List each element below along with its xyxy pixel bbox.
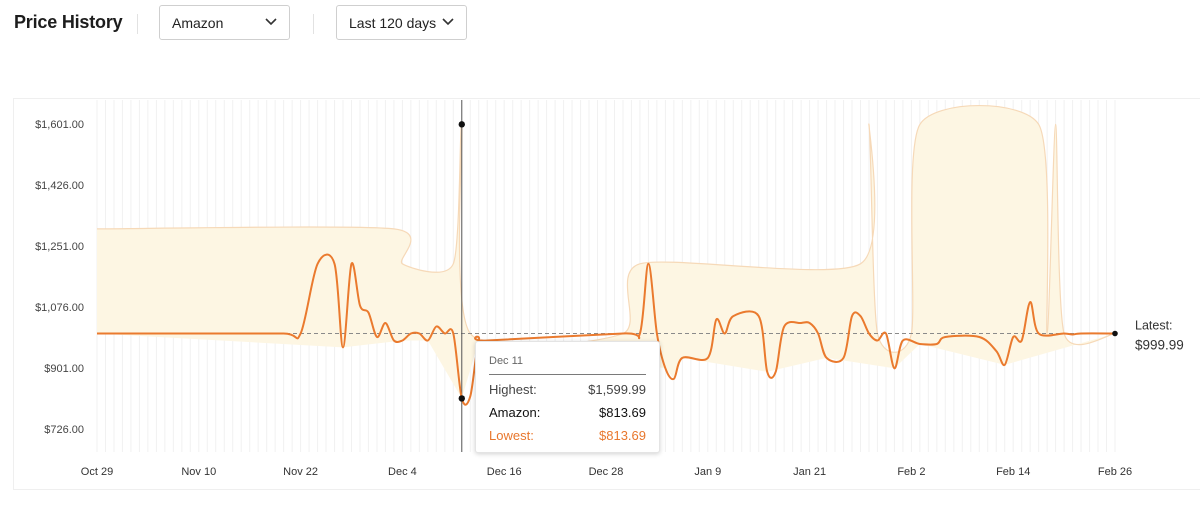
- page-title: Price History: [14, 12, 123, 32]
- chevron-down-icon: [265, 18, 277, 26]
- series-line-amazon: [96, 253, 1116, 406]
- tooltip-row-highest: Highest: $1,599.99: [489, 382, 646, 400]
- series-line-highest: [96, 105, 1116, 353]
- x-axis: Oct 29 Nov 10 Nov 22 Dec 4 Dec 16 Dec 28 Jan 9…: [81, 466, 1132, 478]
- header: Price History Amazon Last 120 days: [0, 0, 1200, 50]
- tooltip-row-amazon: Amazon: $813.69: [489, 405, 646, 423]
- tooltip-value: $813.69: [599, 428, 646, 443]
- x-tick-label: Jan 21: [793, 466, 826, 478]
- tooltip-label: Lowest:: [489, 428, 534, 443]
- latest-price: Latest: $999.99: [1135, 318, 1184, 352]
- x-tick-label: Dec 16: [487, 466, 522, 478]
- tooltip-label: Highest:: [489, 382, 537, 397]
- y-axis: $1,601.00 $1,426.00 $1,251.00 $1,076.00 $901…: [35, 119, 84, 436]
- header-divider: [313, 14, 314, 34]
- latest-value: $999.99: [1135, 337, 1184, 352]
- hover-markers: [458, 121, 1118, 402]
- tooltip-date: Dec 11: [489, 355, 524, 367]
- x-tick-label: Feb 14: [996, 466, 1030, 478]
- x-tick-label: Oct 29: [81, 466, 113, 478]
- x-tick-label: Feb 26: [1098, 466, 1132, 478]
- x-tick-label: Jan 9: [694, 466, 721, 478]
- tooltip-value: $813.69: [599, 405, 646, 420]
- date-range-select[interactable]: Last 120 days: [336, 5, 467, 40]
- tooltip-row-lowest: Lowest: $813.69: [489, 428, 646, 446]
- retailer-select-value: Amazon: [172, 15, 224, 31]
- chevron-down-icon: [442, 18, 454, 26]
- y-tick-label: $726.00: [44, 424, 84, 436]
- y-tick-label: $1,426.00: [35, 180, 84, 192]
- tooltip-value: $1,599.99: [588, 382, 646, 397]
- y-tick-label: $901.00: [44, 363, 84, 375]
- x-tick-label: Nov 10: [181, 466, 216, 478]
- tooltip-divider: [489, 374, 646, 375]
- y-tick-label: $1,251.00: [35, 241, 84, 253]
- tooltip-label: Amazon:: [489, 405, 541, 420]
- hover-marker-amazon: [458, 395, 465, 402]
- x-tick-label: Feb 2: [897, 466, 925, 478]
- price-range-band: [96, 105, 1116, 399]
- band-fill: [97, 105, 1115, 399]
- header-divider: [137, 14, 138, 34]
- date-range-select-value: Last 120 days: [349, 15, 437, 31]
- y-tick-label: $1,076.00: [35, 302, 84, 314]
- latest-marker: [1112, 330, 1118, 337]
- chart-card: [13, 98, 1200, 490]
- latest-label: Latest:: [1135, 318, 1173, 332]
- x-tick-label: Dec 4: [388, 466, 417, 478]
- retailer-select[interactable]: Amazon: [159, 5, 290, 40]
- hover-marker-highest: [458, 121, 465, 128]
- y-tick-label: $1,601.00: [35, 119, 84, 131]
- x-tick-label: Nov 22: [283, 466, 318, 478]
- hover-tooltip: Dec 11 Highest: $1,599.99 Amazon: $813.6…: [475, 341, 660, 453]
- x-tick-label: Dec 28: [589, 466, 624, 478]
